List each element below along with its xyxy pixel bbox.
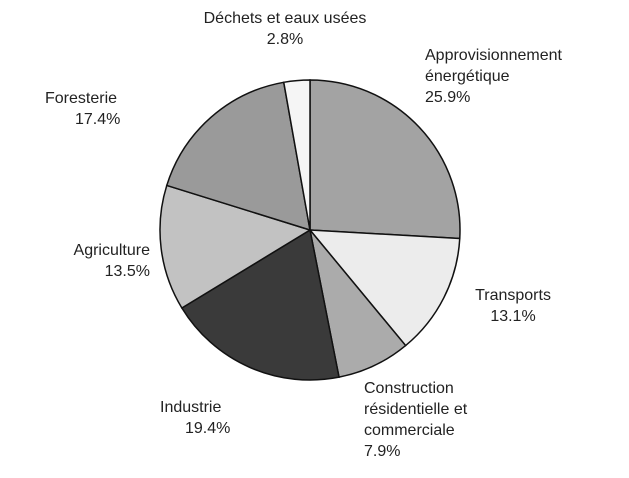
- category-label: Foresterie: [45, 90, 118, 107]
- slice-label: Transports 13.1%: [458, 285, 568, 327]
- pie-slice: [159, 184, 312, 310]
- slice-label: Agriculture 13.5%: [5, 240, 150, 282]
- slice-label: Foresterie 17.4%: [45, 88, 165, 130]
- value-label: 19.4%: [185, 420, 231, 437]
- category-label: Agriculture: [73, 242, 150, 259]
- slice-label: Industrie 19.4%: [160, 397, 280, 439]
- pie-slice: [308, 229, 461, 347]
- slice-label: Construction résidentielle et commercial…: [364, 378, 509, 462]
- value-label: 7.9%: [364, 443, 401, 460]
- value-label: 2.8%: [266, 31, 304, 48]
- value-label: 13.5%: [104, 263, 150, 280]
- value-label: 17.4%: [75, 111, 121, 128]
- pie-slice: [282, 79, 311, 231]
- slice-label: Approvisionnement énergétique 25.9%: [425, 45, 620, 108]
- pie-slice: [180, 228, 340, 381]
- pie-slice: [309, 79, 461, 240]
- value-label: 13.1%: [490, 308, 536, 325]
- slice-label: Déchets et eaux usées 2.8%: [160, 8, 410, 50]
- category-label: Construction résidentielle et commercial…: [364, 380, 468, 439]
- value-label: 25.9%: [425, 89, 471, 106]
- category-label: Industrie: [160, 399, 222, 416]
- category-label: Approvisionnement énergétique: [425, 47, 562, 85]
- category-label: Transports: [475, 287, 551, 304]
- pie-slice: [165, 81, 311, 232]
- category-label: Déchets et eaux usées: [203, 10, 367, 27]
